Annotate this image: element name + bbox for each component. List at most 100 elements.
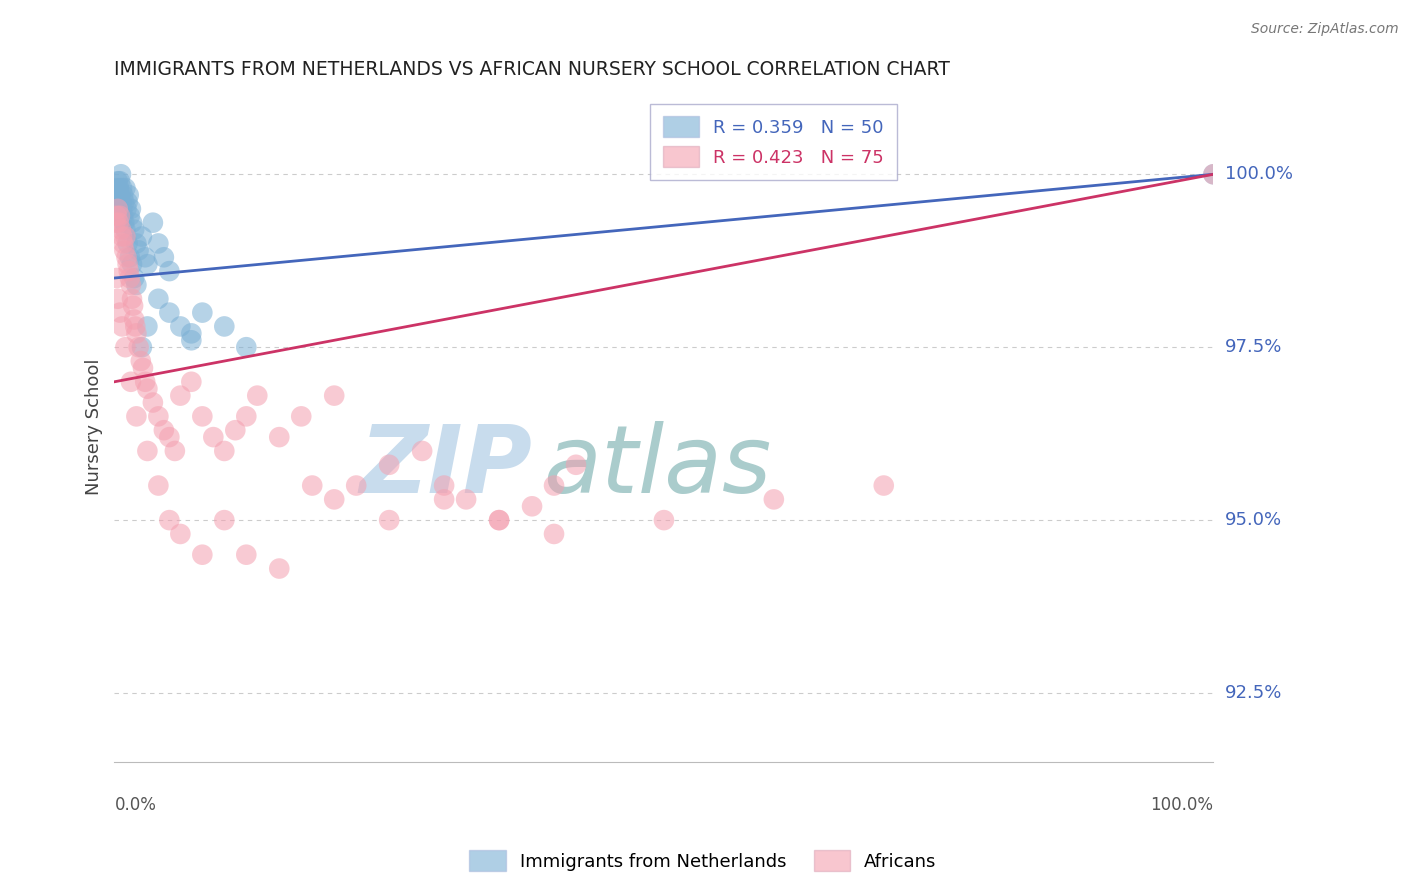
Text: IMMIGRANTS FROM NETHERLANDS VS AFRICAN NURSERY SCHOOL CORRELATION CHART: IMMIGRANTS FROM NETHERLANDS VS AFRICAN N… xyxy=(114,60,950,78)
Point xyxy=(120,277,142,292)
Point xyxy=(456,492,478,507)
Point xyxy=(153,423,176,437)
Point xyxy=(105,209,128,223)
Point xyxy=(112,236,135,251)
Point xyxy=(202,430,225,444)
Point xyxy=(169,527,191,541)
Point xyxy=(118,271,141,285)
Point xyxy=(1202,167,1225,181)
Point xyxy=(107,202,129,216)
Point xyxy=(1202,167,1225,181)
Legend: R = 0.359   N = 50, R = 0.423   N = 75: R = 0.359 N = 50, R = 0.423 N = 75 xyxy=(650,103,897,179)
Point xyxy=(108,181,131,195)
Point xyxy=(214,444,236,458)
Point xyxy=(118,209,141,223)
Point xyxy=(104,216,127,230)
Point xyxy=(108,174,131,188)
Point xyxy=(115,250,138,264)
Point xyxy=(112,194,135,209)
Point xyxy=(191,409,214,424)
Point xyxy=(121,216,143,230)
Point xyxy=(108,305,131,319)
Point xyxy=(169,389,191,403)
Point xyxy=(344,478,367,492)
Point xyxy=(157,513,180,527)
Point xyxy=(107,292,129,306)
Point xyxy=(136,444,159,458)
Point xyxy=(125,277,148,292)
Point xyxy=(120,202,142,216)
Point xyxy=(191,548,214,562)
Point xyxy=(122,299,145,313)
Point xyxy=(163,444,186,458)
Point xyxy=(235,548,257,562)
Point xyxy=(488,513,510,527)
Point xyxy=(111,229,134,244)
Point xyxy=(104,188,127,202)
Point xyxy=(107,174,129,188)
Point xyxy=(191,305,214,319)
Text: ZIP: ZIP xyxy=(359,421,531,513)
Point xyxy=(378,513,401,527)
Point xyxy=(112,216,135,230)
Point xyxy=(107,194,129,209)
Point xyxy=(136,257,159,271)
Point xyxy=(121,257,143,271)
Point xyxy=(214,319,236,334)
Point xyxy=(122,222,145,236)
Point xyxy=(224,423,246,437)
Point xyxy=(157,305,180,319)
Point xyxy=(543,527,565,541)
Point xyxy=(108,188,131,202)
Point xyxy=(157,264,180,278)
Point xyxy=(118,264,141,278)
Legend: Immigrants from Netherlands, Africans: Immigrants from Netherlands, Africans xyxy=(463,843,943,879)
Point xyxy=(157,430,180,444)
Point xyxy=(148,292,170,306)
Point xyxy=(122,271,145,285)
Point xyxy=(105,181,128,195)
Point xyxy=(115,202,138,216)
Point xyxy=(118,188,141,202)
Point xyxy=(128,244,150,258)
Text: atlas: atlas xyxy=(543,422,772,513)
Point xyxy=(433,478,456,492)
Point xyxy=(488,513,510,527)
Point xyxy=(114,222,136,236)
Point xyxy=(131,340,153,354)
Point xyxy=(180,333,202,347)
Point xyxy=(111,181,134,195)
Point xyxy=(117,257,139,271)
Point xyxy=(565,458,588,472)
Point xyxy=(290,409,312,424)
Point xyxy=(105,271,128,285)
Text: Source: ZipAtlas.com: Source: ZipAtlas.com xyxy=(1251,22,1399,37)
Point xyxy=(117,236,139,251)
Point xyxy=(142,395,165,409)
Point xyxy=(148,236,170,251)
Point xyxy=(323,492,346,507)
Point xyxy=(148,478,170,492)
Point xyxy=(235,340,257,354)
Point xyxy=(108,202,131,216)
Point xyxy=(112,188,135,202)
Point xyxy=(129,354,152,368)
Point xyxy=(131,229,153,244)
Point xyxy=(128,340,150,354)
Point xyxy=(114,340,136,354)
Text: 92.5%: 92.5% xyxy=(1225,684,1282,702)
Point xyxy=(108,209,131,223)
Point xyxy=(543,478,565,492)
Point xyxy=(214,513,236,527)
Point xyxy=(118,250,141,264)
Point xyxy=(433,492,456,507)
Point xyxy=(111,319,134,334)
Point xyxy=(269,561,291,575)
Point xyxy=(142,216,165,230)
Point xyxy=(323,389,346,403)
Point xyxy=(124,319,146,334)
Point xyxy=(134,375,156,389)
Point xyxy=(114,181,136,195)
Point xyxy=(169,319,191,334)
Point xyxy=(235,409,257,424)
